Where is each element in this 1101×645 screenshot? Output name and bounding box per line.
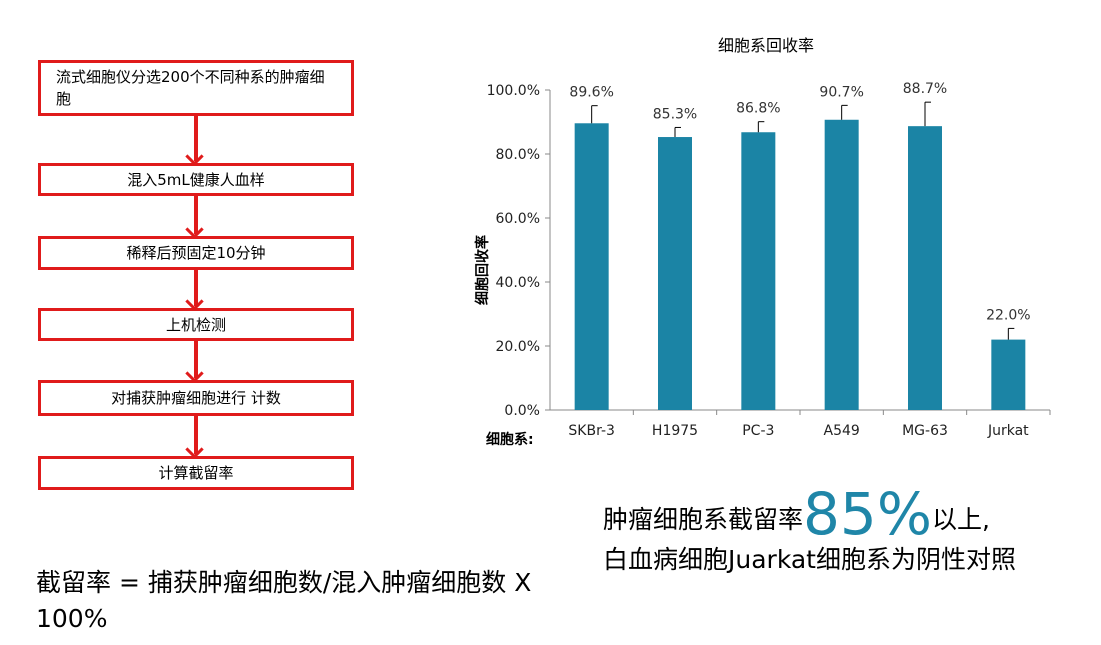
x-tick-label: SKBr-3	[568, 423, 615, 439]
data-label: 85.3%	[653, 106, 697, 122]
bar	[824, 119, 859, 410]
x-tick-label: H1975	[652, 423, 698, 439]
flow-step-label: 稀释后预固定10分钟	[126, 244, 266, 262]
bar	[658, 137, 692, 410]
flow-arrow	[194, 416, 198, 454]
x-tick-label: PC-3	[742, 423, 774, 439]
flow-step-label: 流式细胞仪分选200个不同种系的肿瘤细胞	[56, 68, 325, 108]
conclusion-suffix: 以上,	[931, 505, 990, 534]
flow-step-label: 计算截留率	[158, 464, 234, 482]
flow-arrow	[194, 341, 198, 378]
flow-step-detect: 上机检测	[38, 308, 354, 341]
highlight-percentage: 85%	[803, 480, 932, 548]
flow-arrow	[194, 270, 198, 306]
conclusion-prefix: 肿瘤细胞系截留率	[603, 505, 804, 534]
flow-step-sort: 流式细胞仪分选200个不同种系的肿瘤细胞	[38, 60, 354, 116]
flow-arrow	[194, 196, 198, 234]
x-axis-title: 细胞系:	[486, 431, 534, 448]
data-label: 90.7%	[819, 84, 863, 100]
conclusion-text: 肿瘤细胞系截留率85%以上, 白血病细胞Juarkat细胞系为阴性对照	[603, 485, 1016, 580]
data-label: 86.8%	[736, 101, 780, 117]
x-tick-label: Jurkat	[987, 423, 1029, 439]
y-tick-label: 40.0%	[496, 275, 540, 291]
data-label: 22.0%	[986, 307, 1030, 323]
y-tick-label: 80.0%	[496, 147, 540, 163]
chart-title: 细胞系回收率	[718, 36, 814, 55]
recovery-bar-chart: 细胞系回收率 细胞回收率 细胞系: 0.0% 20.0% 40.0% 60.0% 80.…	[474, 36, 1051, 448]
flow-step-label: 对捕获肿瘤细胞进行 计数	[111, 389, 281, 407]
x-tick-label: A549	[824, 423, 860, 439]
y-tick-label: 0.0%	[504, 403, 540, 419]
bar	[908, 126, 942, 410]
y-tick-label: 60.0%	[496, 211, 540, 227]
y-axis-title: 细胞回收率	[474, 235, 491, 305]
y-tick-label: 20.0%	[496, 339, 540, 355]
flow-step-mix: 混入5mL健康人血样	[38, 163, 354, 196]
retention-formula: 截留率 = 捕获肿瘤细胞数/混入肿瘤细胞数 X 100%	[36, 568, 532, 633]
bar	[741, 132, 776, 410]
flow-step-count: 对捕获肿瘤细胞进行 计数	[38, 380, 354, 416]
conclusion-line-2: 白血病细胞Juarkat细胞系为阴性对照	[603, 545, 1016, 574]
y-tick-label: 100.0%	[487, 83, 540, 99]
flow-step-dilute: 稀释后预固定10分钟	[38, 236, 354, 270]
x-tick-label: MG-63	[902, 423, 948, 439]
data-label: 89.6%	[569, 85, 613, 101]
bar	[991, 339, 1026, 410]
flow-step-label: 混入5mL健康人血样	[127, 170, 265, 189]
flow-arrow	[194, 116, 198, 161]
flow-step-label: 上机检测	[165, 315, 226, 334]
bar	[574, 123, 609, 410]
conclusion-line-1: 肿瘤细胞系截留率85%以上,	[603, 485, 1016, 543]
flow-step-calc: 计算截留率	[38, 456, 354, 490]
data-label: 88.7%	[903, 81, 947, 97]
